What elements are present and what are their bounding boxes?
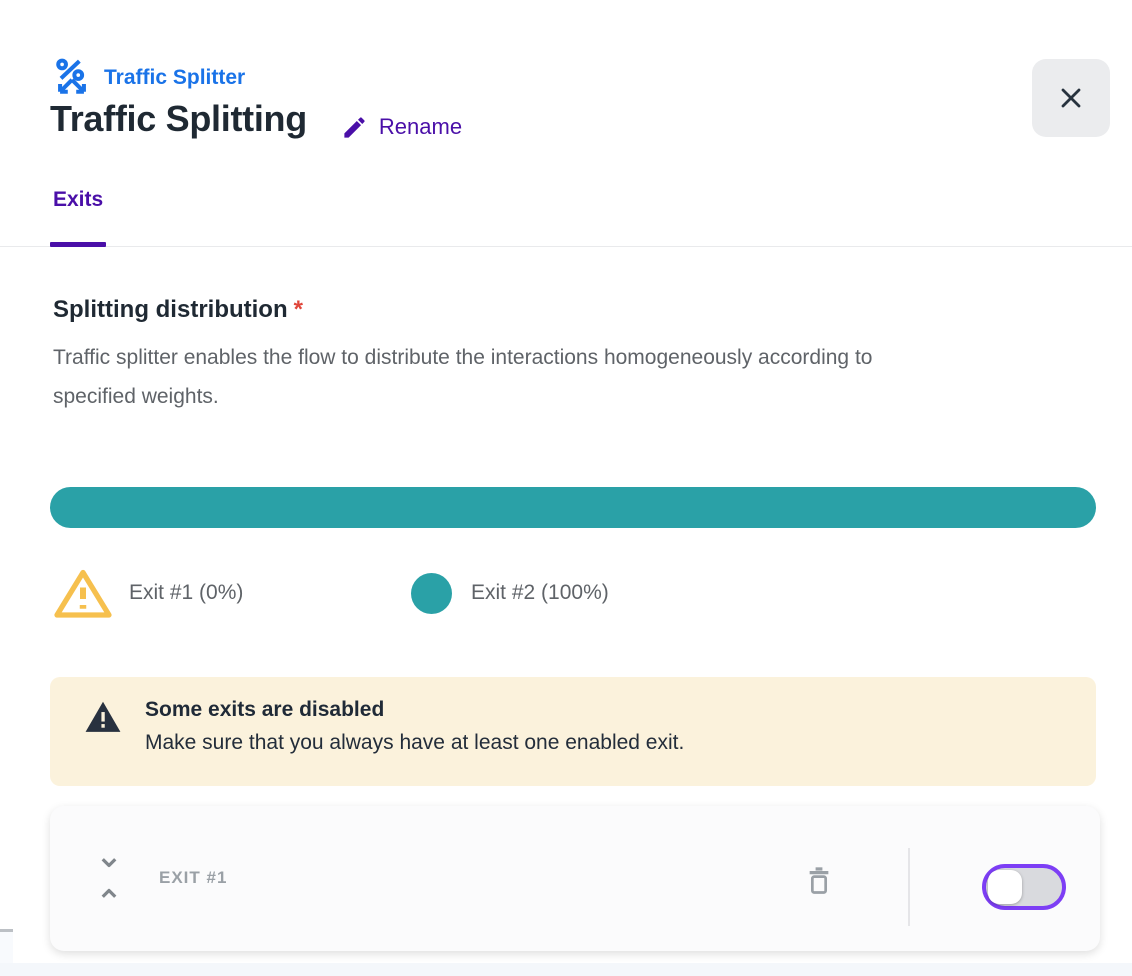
distribution-segment-exit2	[50, 487, 1096, 528]
tab-bar: Exits	[0, 186, 1132, 247]
close-icon	[1061, 88, 1081, 108]
toggle-knob	[988, 870, 1022, 904]
exit-enabled-toggle[interactable]	[982, 864, 1066, 910]
block-type-label: Traffic Splitter	[104, 66, 246, 89]
warning-banner: Some exits are disabled Make sure that y…	[50, 677, 1096, 786]
exit-label: EXIT #1	[159, 868, 228, 887]
edit-pencil-icon	[344, 116, 365, 138]
distribution-bar	[50, 487, 1096, 528]
warning-filled-icon	[85, 701, 121, 732]
legend-item-exit2: Exit #2 (100%)	[411, 560, 609, 626]
canvas-bottom-strip	[0, 963, 1132, 976]
section-description: Traffic splitter enables the flow to dis…	[53, 346, 873, 408]
legend-label: Exit #2 (100%)	[471, 581, 609, 604]
trash-icon	[809, 867, 829, 894]
required-asterisk: *	[293, 296, 303, 323]
canvas-connector-line	[0, 929, 13, 932]
tab-exits[interactable]: Exits	[50, 186, 107, 247]
title-row: Traffic Splitting Rename	[50, 96, 462, 142]
delete-exit-button[interactable]	[796, 858, 842, 904]
banner-title: Some exits are disabled	[145, 698, 385, 721]
page-title: Traffic Splitting	[50, 98, 307, 139]
legend-label: Exit #1 (0%)	[129, 581, 244, 604]
teal-dot-icon	[411, 572, 452, 614]
banner-message: Make sure that you always have at least …	[145, 731, 685, 754]
legend-item-exit1: Exit #1 (0%)	[53, 560, 243, 626]
section-title-text: Splitting distribution	[53, 296, 288, 323]
exit-row-card: EXIT #1	[50, 806, 1100, 951]
traffic-splitter-icon	[50, 56, 94, 100]
section-title: Splitting distribution *	[53, 296, 303, 324]
block-type-row: Traffic Splitter	[50, 55, 245, 101]
row-divider	[908, 848, 910, 926]
unfold-less-icon[interactable]	[94, 854, 124, 902]
warning-triangle-icon	[54, 569, 112, 618]
rename-button[interactable]: Rename	[341, 114, 462, 141]
rename-label: Rename	[378, 114, 463, 139]
close-button[interactable]	[1032, 59, 1110, 137]
